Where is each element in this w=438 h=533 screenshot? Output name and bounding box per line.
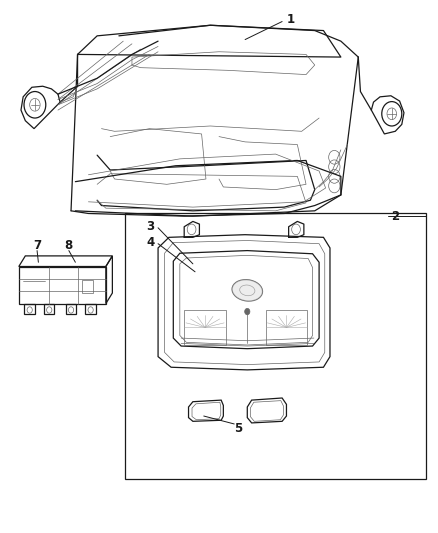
Text: 3: 3 — [147, 220, 155, 233]
Text: 7: 7 — [33, 239, 41, 252]
Text: 5: 5 — [234, 422, 243, 435]
Bar — [125, 214, 426, 479]
Text: 1: 1 — [287, 13, 295, 27]
Circle shape — [245, 309, 250, 315]
Text: 8: 8 — [65, 239, 73, 252]
Text: 4: 4 — [147, 236, 155, 249]
Text: 2: 2 — [391, 209, 399, 223]
Ellipse shape — [232, 280, 262, 301]
